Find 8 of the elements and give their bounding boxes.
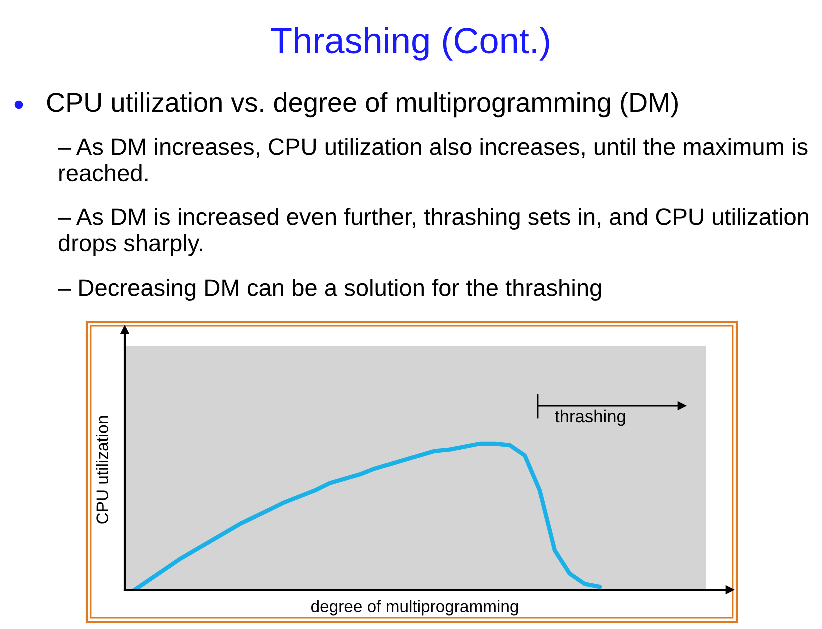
chart-subtitle: CPU utilization vs. degree of multiprogramming (DM) <box>47 92 678 118</box>
text: – As DM is increased even further, thrashing sets in, and CPU utilization drops sharply. <box>58 208 808 256</box>
chart-title: Thrashing (Cont.) <box>271 27 550 61</box>
y-axis-title: CPU utilization <box>96 416 108 524</box>
x-axis-title: degree of multiprogramming <box>311 600 518 616</box>
text: thrashing <box>555 410 626 426</box>
text: – As DM increases, CPU utilization also increases, until the maximum is reached. <box>58 138 808 182</box>
text: – Decreasing DM can be a solution for the thrashing <box>58 279 602 302</box>
